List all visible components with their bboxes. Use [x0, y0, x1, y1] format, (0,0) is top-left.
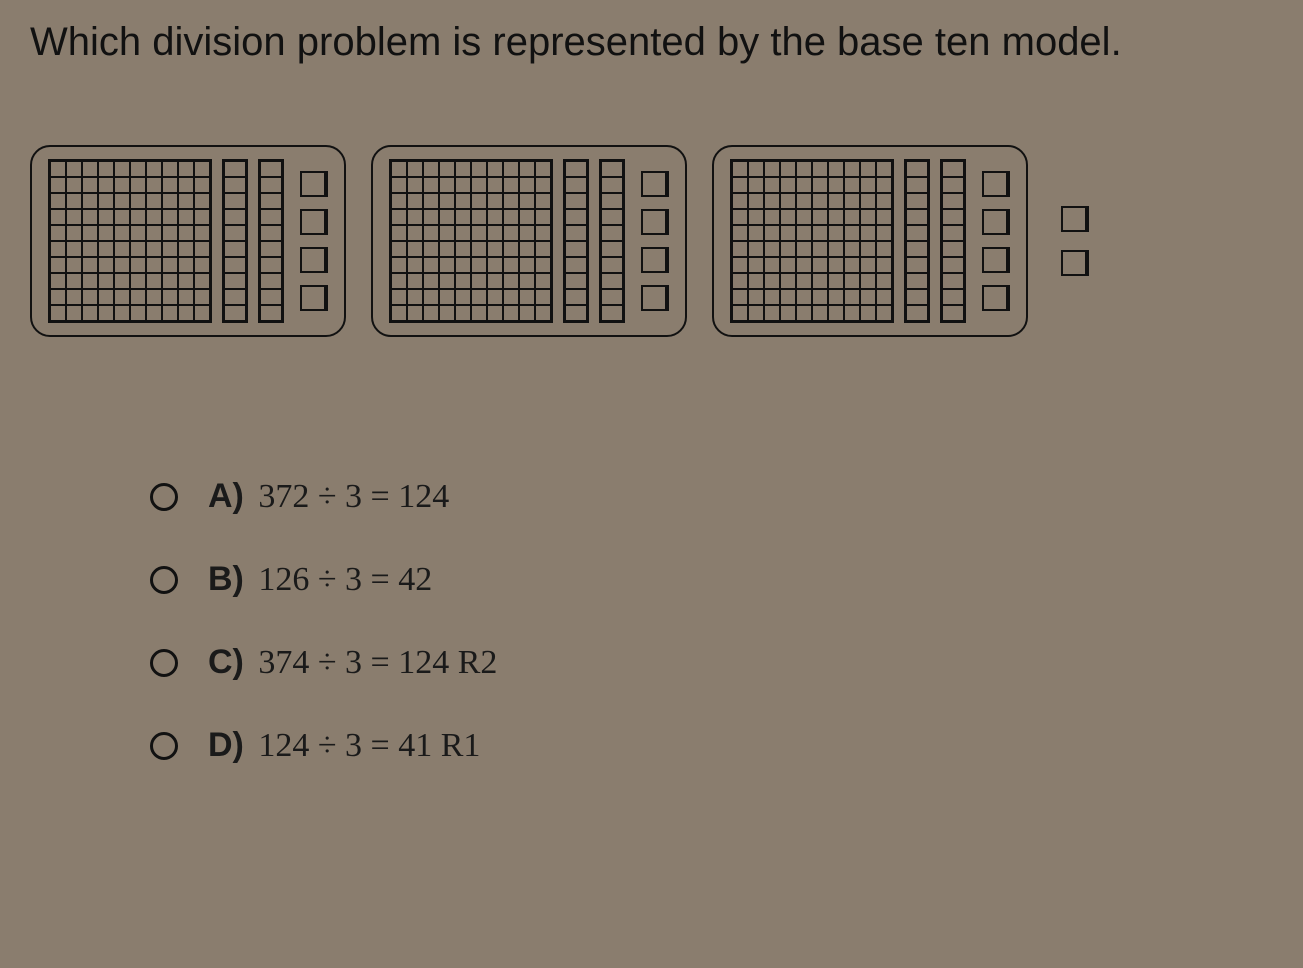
one-block	[641, 171, 669, 197]
one-block	[982, 171, 1010, 197]
hundred-block	[48, 159, 212, 323]
group-box	[371, 145, 687, 337]
choice-text: D) 124 ÷ 3 = 41 R1	[208, 726, 480, 765]
group-box	[30, 145, 346, 337]
radio-icon[interactable]	[150, 483, 178, 511]
answer-choices: A) 372 ÷ 3 = 124 B) 126 ÷ 3 = 42 C) 374 ÷ …	[150, 477, 1273, 765]
hundred-block	[730, 159, 894, 323]
choice-letter: C)	[208, 643, 244, 681]
radio-icon[interactable]	[150, 566, 178, 594]
one-block	[1061, 250, 1089, 276]
one-block	[300, 171, 328, 197]
choice-letter: D)	[208, 726, 244, 764]
ten-block	[258, 159, 284, 323]
one-block	[300, 247, 328, 273]
choice-letter: B)	[208, 560, 244, 598]
one-block	[300, 285, 328, 311]
ten-block	[904, 159, 930, 323]
hundred-block	[389, 159, 553, 323]
choice-letter: A)	[208, 477, 244, 515]
one-block	[982, 285, 1010, 311]
one-block	[982, 209, 1010, 235]
ones-column	[300, 171, 328, 311]
one-block	[641, 209, 669, 235]
base-ten-model	[30, 145, 1273, 337]
group-box	[712, 145, 1028, 337]
answer-choice[interactable]: A) 372 ÷ 3 = 124	[150, 477, 1273, 516]
radio-icon[interactable]	[150, 649, 178, 677]
one-block	[641, 285, 669, 311]
ten-block	[940, 159, 966, 323]
choice-equation: 126 ÷ 3 = 42	[250, 561, 432, 598]
ten-block	[563, 159, 589, 323]
choice-equation: 374 ÷ 3 = 124 R2	[250, 644, 498, 681]
choice-text: C) 374 ÷ 3 = 124 R2	[208, 643, 497, 682]
one-block	[300, 209, 328, 235]
answer-choice[interactable]: B) 126 ÷ 3 = 42	[150, 560, 1273, 599]
choice-equation: 124 ÷ 3 = 41 R1	[250, 727, 481, 764]
ones-column	[641, 171, 669, 311]
choice-equation: 372 ÷ 3 = 124	[250, 478, 449, 515]
ten-block	[599, 159, 625, 323]
one-block	[641, 247, 669, 273]
one-block	[982, 247, 1010, 273]
ten-block	[222, 159, 248, 323]
answer-choice[interactable]: C) 374 ÷ 3 = 124 R2	[150, 643, 1273, 682]
choice-text: A) 372 ÷ 3 = 124	[208, 477, 449, 516]
remainder-ones	[1061, 206, 1089, 276]
one-block	[1061, 206, 1089, 232]
question-text: Which division problem is represented by…	[30, 20, 1273, 65]
choice-text: B) 126 ÷ 3 = 42	[208, 560, 432, 599]
radio-icon[interactable]	[150, 732, 178, 760]
ones-column	[982, 171, 1010, 311]
answer-choice[interactable]: D) 124 ÷ 3 = 41 R1	[150, 726, 1273, 765]
